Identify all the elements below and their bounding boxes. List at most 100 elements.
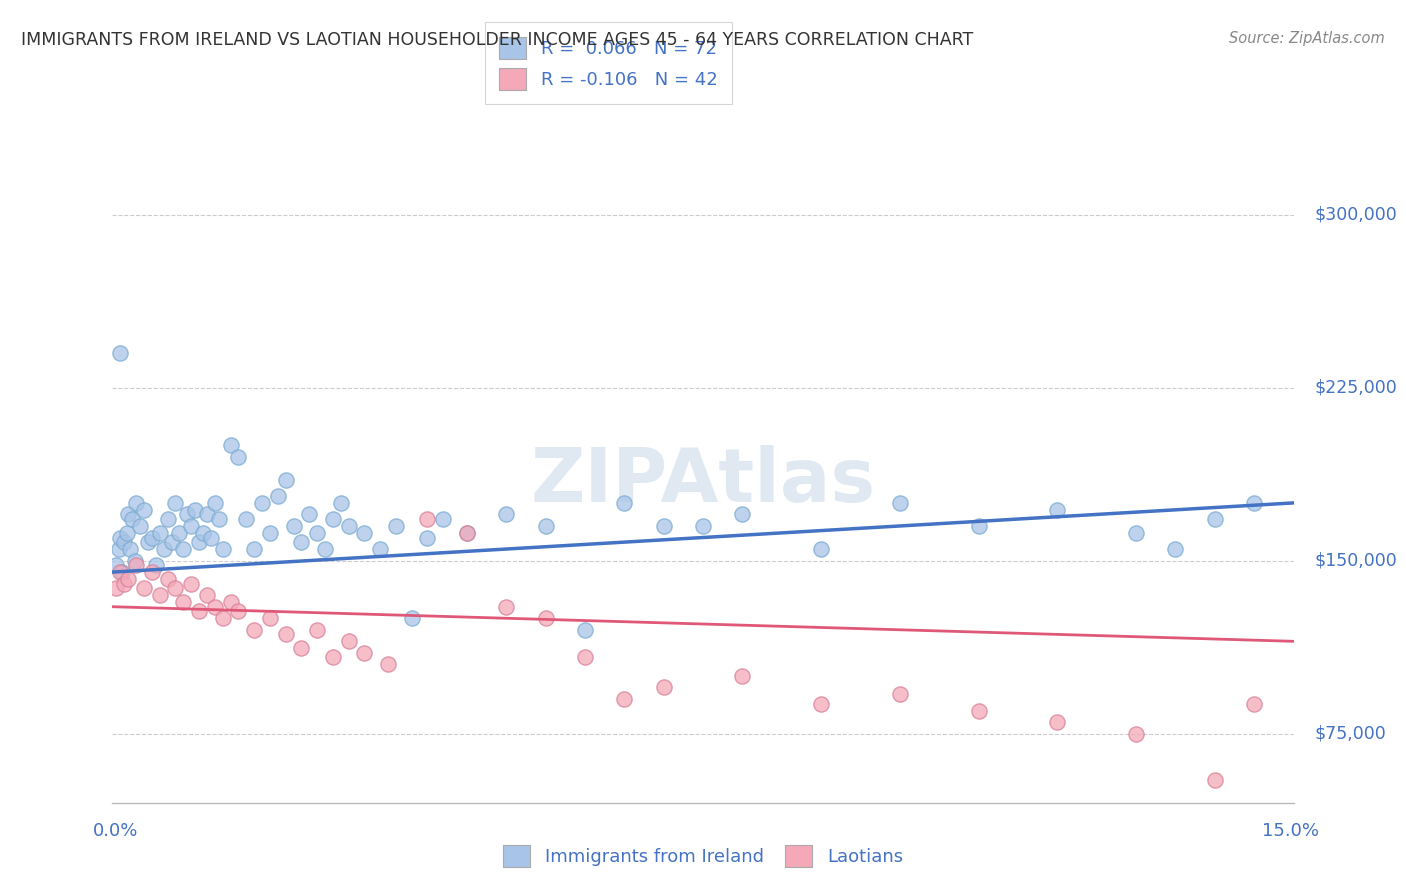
Point bbox=[132, 581, 155, 595]
Point bbox=[195, 508, 218, 522]
Point bbox=[125, 496, 148, 510]
Point bbox=[165, 581, 187, 595]
Legend: R =  0.066   N = 72, R = -0.106   N = 42: R = 0.066 N = 72, R = -0.106 N = 42 bbox=[485, 22, 733, 104]
Point bbox=[1046, 503, 1069, 517]
Point bbox=[1046, 714, 1069, 729]
Text: ZIPAtlas: ZIPAtlas bbox=[530, 445, 876, 518]
Point bbox=[432, 512, 454, 526]
Point bbox=[172, 542, 194, 557]
Point bbox=[208, 512, 231, 526]
Point bbox=[1243, 496, 1265, 510]
Point bbox=[495, 508, 517, 522]
Point bbox=[141, 565, 163, 579]
Point bbox=[204, 599, 226, 614]
Point bbox=[298, 508, 321, 522]
Legend: Immigrants from Ireland, Laotians: Immigrants from Ireland, Laotians bbox=[496, 838, 910, 874]
Point bbox=[1204, 772, 1226, 787]
Point bbox=[145, 558, 167, 573]
Point bbox=[132, 503, 155, 517]
Point bbox=[967, 519, 990, 533]
Point bbox=[495, 599, 517, 614]
Point bbox=[290, 535, 312, 549]
Point bbox=[967, 704, 990, 718]
Text: $150,000: $150,000 bbox=[1315, 551, 1398, 570]
Point bbox=[810, 697, 832, 711]
Point bbox=[211, 542, 233, 557]
Point bbox=[274, 627, 297, 641]
Point bbox=[416, 512, 439, 526]
Text: Source: ZipAtlas.com: Source: ZipAtlas.com bbox=[1229, 31, 1385, 46]
Text: 0.0%: 0.0% bbox=[93, 822, 138, 840]
Point bbox=[416, 531, 439, 545]
Point bbox=[243, 542, 266, 557]
Point bbox=[228, 604, 250, 618]
Point bbox=[889, 687, 911, 701]
Point bbox=[534, 611, 557, 625]
Point bbox=[152, 542, 174, 557]
Point bbox=[165, 496, 187, 510]
Point bbox=[172, 595, 194, 609]
Text: $225,000: $225,000 bbox=[1315, 378, 1398, 397]
Point bbox=[401, 611, 423, 625]
Text: $300,000: $300,000 bbox=[1315, 205, 1398, 224]
Point bbox=[259, 611, 281, 625]
Point bbox=[124, 553, 146, 567]
Point bbox=[111, 565, 134, 579]
Point bbox=[112, 576, 135, 591]
Point bbox=[1243, 697, 1265, 711]
Point bbox=[250, 496, 273, 510]
Point bbox=[169, 525, 191, 540]
Point bbox=[889, 496, 911, 510]
Point bbox=[243, 623, 266, 637]
Point bbox=[105, 558, 128, 573]
Point bbox=[211, 611, 233, 625]
Point bbox=[329, 496, 352, 510]
Point bbox=[692, 519, 714, 533]
Point bbox=[322, 650, 344, 665]
Point bbox=[125, 558, 148, 573]
Point bbox=[337, 519, 360, 533]
Point bbox=[353, 525, 375, 540]
Point bbox=[731, 508, 754, 522]
Point bbox=[156, 572, 179, 586]
Point bbox=[107, 542, 129, 557]
Point bbox=[180, 519, 202, 533]
Point bbox=[149, 588, 172, 602]
Point bbox=[314, 542, 336, 557]
Point bbox=[1125, 525, 1147, 540]
Point bbox=[1204, 512, 1226, 526]
Point bbox=[204, 496, 226, 510]
Point bbox=[188, 535, 211, 549]
Point bbox=[112, 535, 135, 549]
Text: IMMIGRANTS FROM IRELAND VS LAOTIAN HOUSEHOLDER INCOME AGES 45 - 64 YEARS CORRELA: IMMIGRANTS FROM IRELAND VS LAOTIAN HOUSE… bbox=[21, 31, 973, 49]
Point bbox=[184, 503, 207, 517]
Text: $75,000: $75,000 bbox=[1315, 724, 1386, 743]
Point bbox=[274, 473, 297, 487]
Point bbox=[195, 588, 218, 602]
Point bbox=[121, 512, 143, 526]
Point bbox=[652, 681, 675, 695]
Point bbox=[574, 650, 596, 665]
Point bbox=[267, 489, 290, 503]
Point bbox=[200, 531, 222, 545]
Point bbox=[105, 581, 128, 595]
Point bbox=[228, 450, 250, 464]
Point bbox=[322, 512, 344, 526]
Point bbox=[307, 525, 329, 540]
Point bbox=[385, 519, 408, 533]
Point bbox=[156, 512, 179, 526]
Point bbox=[810, 542, 832, 557]
Point bbox=[110, 346, 132, 360]
Point bbox=[534, 519, 557, 533]
Point bbox=[219, 438, 242, 452]
Point bbox=[1125, 726, 1147, 740]
Point bbox=[368, 542, 391, 557]
Point bbox=[136, 535, 159, 549]
Point bbox=[290, 641, 312, 656]
Point bbox=[191, 525, 214, 540]
Point bbox=[115, 525, 138, 540]
Point bbox=[176, 508, 198, 522]
Point bbox=[613, 692, 636, 706]
Point bbox=[377, 657, 399, 672]
Point bbox=[219, 595, 242, 609]
